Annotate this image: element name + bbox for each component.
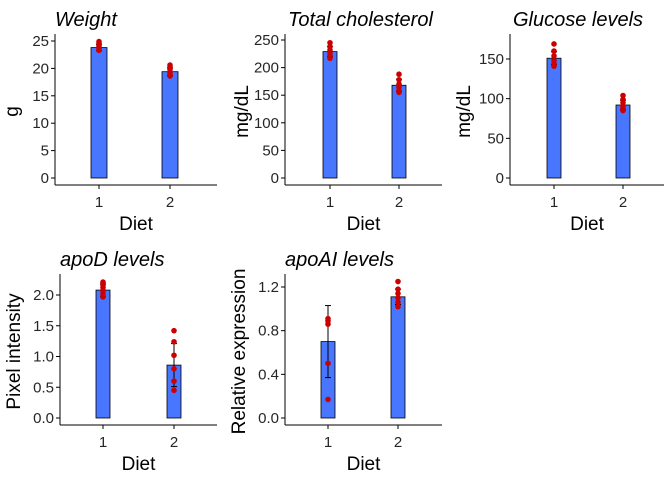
y-tick-label: 2.0 — [33, 287, 54, 304]
y-tick-label: 25 — [32, 33, 49, 50]
y-axis-label: mg/dL — [232, 85, 253, 138]
y-tick-label: 100 — [254, 115, 279, 132]
bar — [546, 57, 562, 179]
data-point — [395, 299, 401, 306]
data-point — [396, 76, 402, 83]
panel-title: apoAI levels — [285, 249, 394, 271]
y-tick-label: 0 — [41, 170, 49, 187]
y-tick-label: 0.5 — [33, 379, 54, 396]
x-axis-label: Diet — [347, 214, 382, 235]
panel-title: Weight — [55, 9, 118, 31]
data-point — [171, 378, 177, 384]
bar — [322, 51, 338, 179]
data-point — [171, 352, 177, 359]
data-point — [395, 286, 401, 292]
y-tick-label: 1.5 — [33, 318, 54, 335]
panel-4: apoD levels 0.0 0.5 1.0 1.5 2.0 1 2 Diet Pixel in… — [4, 249, 217, 475]
data-point — [551, 63, 557, 69]
data-point — [171, 327, 177, 334]
x-tick-label: 1 — [324, 434, 332, 451]
y-tick-label: 0.8 — [258, 323, 279, 340]
y-axis-label: mg/dL — [454, 85, 475, 138]
y-tick-label: 50 — [487, 130, 504, 147]
data-point — [167, 73, 173, 79]
y-tick-label: 150 — [479, 51, 504, 68]
panel-1: Weight 0 5 10 15 20 25 1 2 Diet g — [2, 9, 217, 235]
data-point — [551, 41, 557, 47]
x-tick-label: 1 — [99, 434, 107, 451]
panel-title: Glucose levels — [513, 9, 643, 31]
x-axis-label: Diet — [347, 454, 382, 475]
x-tick-label: 1 — [326, 194, 334, 211]
x-tick-label: 2 — [394, 434, 402, 451]
bar — [95, 289, 111, 419]
y-tick-label: 1.2 — [258, 279, 279, 296]
data-point — [100, 294, 106, 300]
data-point — [171, 387, 177, 394]
y-axis-label: g — [2, 106, 23, 117]
data-point — [396, 71, 402, 78]
y-tick-label: 100 — [479, 91, 504, 108]
y-tick-label: 0 — [496, 170, 504, 187]
y-tick-label: 5 — [41, 143, 49, 160]
data-point — [396, 89, 402, 96]
y-tick-label: 250 — [254, 32, 279, 49]
panel-title: apoD levels — [60, 249, 165, 271]
x-tick-label: 2 — [170, 434, 178, 451]
y-tick-label: 200 — [254, 60, 279, 77]
data-point — [325, 321, 331, 327]
x-axis-label: Diet — [119, 214, 154, 235]
x-tick-label: 2 — [166, 194, 174, 211]
y-tick-label: 1.0 — [33, 349, 54, 366]
y-tick-label: 15 — [32, 88, 49, 105]
x-axis-label: Diet — [122, 454, 157, 475]
data-point — [395, 278, 401, 285]
y-tick-label: 150 — [254, 87, 279, 104]
data-point — [327, 39, 333, 46]
bar — [390, 296, 406, 419]
data-point — [551, 48, 557, 54]
x-tick-label: 2 — [395, 194, 403, 211]
y-tick-label: 20 — [32, 60, 49, 77]
data-point — [96, 47, 102, 54]
data-point — [171, 338, 177, 345]
data-point — [327, 55, 333, 62]
data-point — [620, 92, 626, 99]
panel-2: Total cholesterol 0 50 100 150 200 250 1 2 Diet mg… — [232, 9, 442, 235]
data-point — [395, 303, 401, 310]
x-tick-label: 1 — [95, 194, 103, 211]
data-point — [171, 366, 177, 372]
bar — [90, 47, 108, 179]
panel-title: Total cholesterol — [288, 9, 433, 31]
y-axis-label: Pixel intensity — [4, 293, 25, 410]
x-axis-label: Diet — [570, 214, 605, 235]
bar — [391, 84, 407, 179]
panel-3: Glucose levels 0 50 100 150 1 2 Diet mg/dL — [454, 9, 664, 235]
data-point — [325, 396, 331, 403]
data-point — [325, 360, 331, 367]
y-tick-label: 10 — [32, 115, 49, 132]
bar — [161, 71, 179, 179]
y-tick-label: 0.0 — [258, 410, 279, 427]
y-tick-label: 0.0 — [33, 410, 54, 427]
y-axis-label: Relative expression — [229, 269, 250, 435]
x-tick-label: 1 — [550, 194, 558, 211]
y-tick-label: 0 — [271, 170, 279, 187]
data-point — [620, 107, 626, 114]
data-point — [395, 290, 401, 297]
bar — [615, 104, 631, 179]
data-point — [551, 53, 557, 59]
data-point — [395, 295, 401, 301]
x-tick-label: 2 — [619, 194, 627, 211]
y-tick-label: 50 — [262, 142, 279, 159]
panel-5: apoAI levels 0.0 0.4 0.8 1.2 1 2 Diet Relative e… — [229, 249, 442, 475]
y-tick-label: 0.4 — [258, 366, 279, 383]
